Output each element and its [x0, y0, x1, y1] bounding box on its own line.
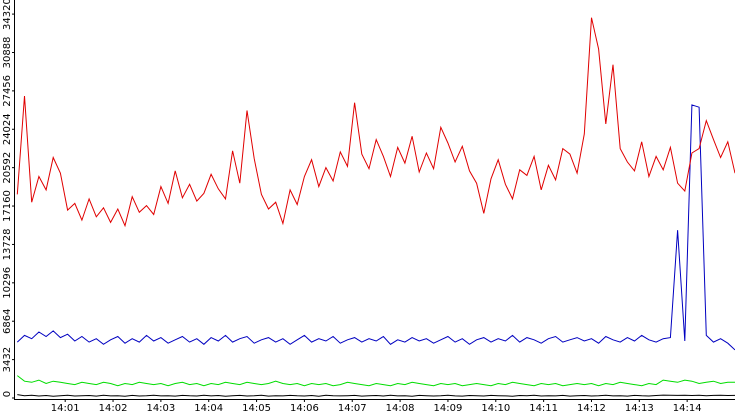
- x-tick-label: 14:09: [434, 403, 463, 414]
- y-tick-label: 27456: [2, 75, 13, 107]
- x-tick-label: 14:12: [577, 403, 606, 414]
- y-tick-label: 30888: [2, 37, 13, 69]
- x-tick-label: 14:08: [386, 403, 415, 414]
- y-tick-label: 24024: [2, 113, 13, 145]
- series-line: [17, 394, 735, 397]
- x-tick-label: 14:14: [673, 403, 702, 414]
- x-tick-label: 14:01: [51, 403, 80, 414]
- x-tick-label: 14:03: [146, 403, 175, 414]
- y-tick-label: 6864: [2, 308, 13, 333]
- x-tick-label: 14:13: [625, 403, 654, 414]
- y-tick-label: 3432: [2, 347, 13, 372]
- y-tick-label: 13728: [2, 229, 13, 261]
- x-tick-label: 14:05: [242, 403, 271, 414]
- y-tick-label: 34320: [2, 0, 13, 30]
- series-line: [16, 104, 735, 351]
- x-tick-label: 14:11: [529, 403, 558, 414]
- x-tick-label: 14:02: [99, 403, 128, 414]
- y-tick-label: 17160: [2, 190, 13, 222]
- y-tick-label: 20592: [2, 152, 13, 184]
- series-line: [16, 17, 735, 228]
- x-tick-label: 14:04: [194, 403, 223, 414]
- y-tick-label: 0: [2, 391, 13, 397]
- y-tick-label: 10296: [2, 267, 13, 299]
- x-tick-label: 14:07: [338, 403, 367, 414]
- series-line: [16, 375, 735, 387]
- x-tick-label: 14:10: [481, 403, 510, 414]
- x-tick-label: 14:06: [290, 403, 319, 414]
